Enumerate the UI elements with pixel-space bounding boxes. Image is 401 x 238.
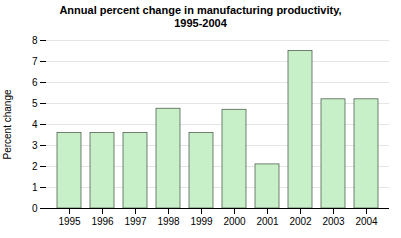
svg-text:6: 6 [32, 77, 38, 88]
svg-text:0: 0 [32, 203, 38, 214]
svg-text:1998: 1998 [157, 216, 180, 227]
svg-text:2003: 2003 [322, 216, 345, 227]
svg-text:4: 4 [32, 119, 38, 130]
svg-text:2000: 2000 [223, 216, 246, 227]
svg-text:1996: 1996 [91, 216, 114, 227]
svg-text:1: 1 [32, 182, 38, 193]
svg-text:2: 2 [32, 161, 38, 172]
svg-text:1995: 1995 [58, 216, 81, 227]
svg-text:2004: 2004 [355, 216, 378, 227]
svg-text:7: 7 [32, 56, 38, 67]
svg-text:3: 3 [32, 140, 38, 151]
svg-text:1999: 1999 [190, 216, 213, 227]
svg-text:5: 5 [32, 98, 38, 109]
svg-text:8: 8 [32, 35, 38, 46]
svg-text:1997: 1997 [124, 216, 147, 227]
html-text:Annual percent change in manuf: Annual percent change in manufacturing p… [59, 4, 342, 29]
svg-text:2002: 2002 [289, 216, 312, 227]
svg-text:2001: 2001 [256, 216, 279, 227]
svg-text:Percent change: Percent change [2, 89, 13, 159]
